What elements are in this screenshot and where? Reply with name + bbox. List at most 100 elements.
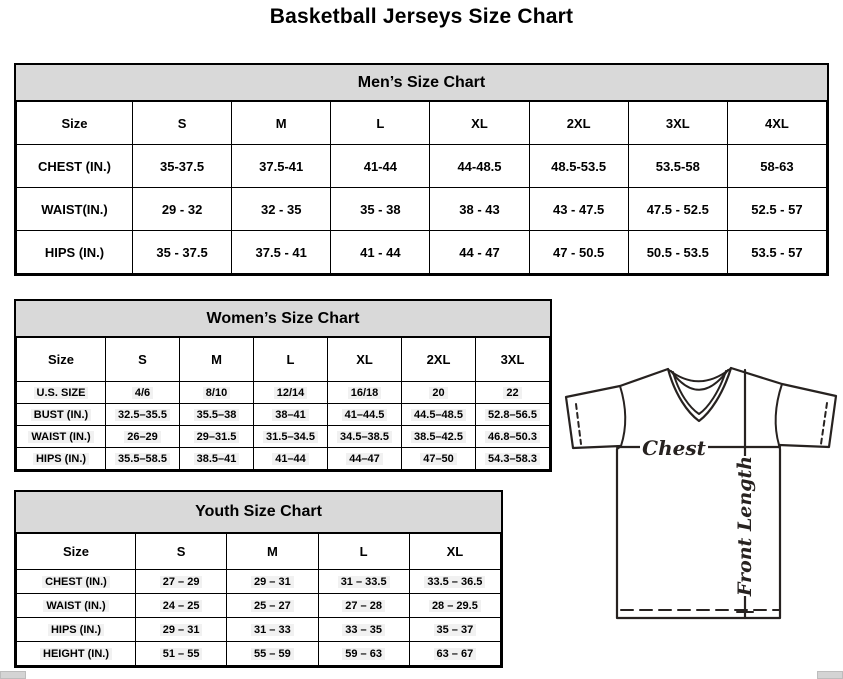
scrollbar-fragment-left[interactable] <box>0 671 26 679</box>
measurement-value-cell: 27 – 28 <box>317 593 410 618</box>
measurement-value-cell-text: 35.5–38 <box>193 408 240 421</box>
size-header-cell-text: 3XL <box>665 115 690 131</box>
measurement-value-cell: 53.5-58 <box>627 144 728 188</box>
measurement-value-cell: 47 - 50.5 <box>528 230 629 274</box>
measurement-value-cell-text: 29 - 32 <box>161 201 203 217</box>
measurement-value-cell-text: 35-37.5 <box>160 158 205 174</box>
measurement-value-cell: 50.5 - 53.5 <box>627 230 728 274</box>
measurement-row: HIPS (IN.) 35.5–58.5 38.5–41 41–44 44–47 47–5… <box>16 447 550 470</box>
measurement-value-cell: 29 – 31 <box>226 569 319 594</box>
jersey-left-seam <box>619 385 627 447</box>
measurement-label-cell: CHEST (IN.) <box>16 569 136 594</box>
measurement-value-cell: 44–47 <box>327 447 402 470</box>
size-header-cell-text: S <box>176 544 186 559</box>
size-header-cell-text: 4XL <box>765 115 789 131</box>
measurement-value-cell-text: 43 - 47.5 <box>552 201 605 217</box>
measurement-row: HEIGHT (IN.) 51 – 55 55 – 59 59 – 63 63 – 67 <box>16 641 502 666</box>
measurement-value-cell: 31 – 33.5 <box>317 569 410 594</box>
measurement-value-cell: 28 – 29.5 <box>408 593 502 618</box>
measurement-value-cell-text: 55 – 59 <box>251 647 294 660</box>
measurement-value-cell: 32.5–35.5 <box>105 403 180 426</box>
size-corner-header-cell-text: Size <box>47 352 74 367</box>
jersey-left-cuff-dash <box>575 403 582 445</box>
measurement-value-cell: 27 – 29 <box>134 569 228 594</box>
size-header-cell-text: M <box>266 544 278 559</box>
measurement-value-cell: 35.5–58.5 <box>105 447 180 470</box>
size-header-cell-text: 2XL <box>566 115 591 131</box>
size-header-cell-text: XL <box>471 115 488 131</box>
measurement-value-cell: 63 – 67 <box>408 641 502 666</box>
measurement-value-cell-text: 27 – 29 <box>159 575 203 588</box>
measurement-value-cell: 44.5–48.5 <box>401 403 476 426</box>
size-header-cell: S <box>131 101 233 145</box>
measurement-value-cell-text: 31 – 33.5 <box>337 575 390 588</box>
measurement-value-cell: 47–50 <box>401 447 476 470</box>
size-header-cell-text: L <box>359 544 368 559</box>
measurement-value-cell: 47.5 - 52.5 <box>627 187 728 231</box>
size-header-cell-text: M <box>211 352 222 367</box>
measurement-value-cell: 41-44 <box>330 144 431 188</box>
measurement-value-cell: 35.5–38 <box>179 403 254 426</box>
measurement-label-cell: HIPS (IN.) <box>16 617 136 642</box>
size-header-cell: S <box>134 533 228 570</box>
measurement-label-cell-text: U.S. SIZE <box>33 386 89 399</box>
youth-size-table: Size S M L XL CHEST (IN.) 27 – 29 29 – 31 31 – 3… <box>16 533 502 666</box>
measurement-value-cell-text: 29 – 31 <box>159 623 203 636</box>
size-header-row: Size S M L XL 2XL 3XL <box>16 337 550 382</box>
size-corner-header-cell-text: Size <box>61 115 88 131</box>
size-header-cell: M <box>231 101 332 145</box>
measurement-value-cell: 41 - 44 <box>330 230 431 274</box>
measurement-label-cell: HIPS (IN.) <box>16 230 133 274</box>
measurement-value-cell: 53.5 - 57 <box>726 230 828 274</box>
measurement-value-cell: 12/14 <box>253 381 328 404</box>
measurement-value-cell: 31.5–34.5 <box>253 425 328 448</box>
size-header-cell: M <box>179 337 254 382</box>
measurement-row: CHEST (IN.) 35-37.5 37.5-41 41-44 44-48.5 48.… <box>16 144 828 188</box>
measurement-value-cell-text: 29–31.5 <box>193 430 240 443</box>
size-header-cell: XL <box>408 533 502 570</box>
measurement-value-cell-text: 35 – 37 <box>433 623 477 636</box>
measurement-row: U.S. SIZE 4/6 8/10 12/14 16/18 20 22 <box>16 381 550 404</box>
jersey-measurement-diagram-icon: Chest Front Length <box>564 366 838 620</box>
measurement-value-cell-text: 48.5-53.5 <box>551 158 607 174</box>
measurement-value-cell-text: 33 – 35 <box>342 623 385 636</box>
size-header-cell: XL <box>327 337 402 382</box>
measurement-label-cell-text: HIPS (IN.) <box>32 452 90 465</box>
size-header-cell: XL <box>429 101 530 145</box>
measurement-value-cell-text: 38.5–42.5 <box>411 430 466 443</box>
measurement-label-cell: WAIST(IN.) <box>16 187 133 231</box>
measurement-value-cell-text: 16/18 <box>347 386 382 399</box>
measurement-value-cell-text: 38.5–41 <box>193 452 240 465</box>
measurement-value-cell: 29 - 32 <box>131 187 233 231</box>
measurement-value-cell-text: 35.5–58.5 <box>115 452 170 465</box>
measurement-value-cell-text: 58-63 <box>760 158 794 174</box>
size-corner-header-cell: Size <box>16 101 133 145</box>
measurement-value-cell: 35 - 38 <box>330 187 431 231</box>
measurement-label-cell: CHEST (IN.) <box>16 144 133 188</box>
measurement-label-cell-text: HIPS (IN.) <box>47 623 105 636</box>
scrollbar-fragment-right[interactable] <box>817 671 843 679</box>
measurement-value-cell-text: 46.8–50.3 <box>485 430 540 443</box>
size-header-cell: M <box>226 533 319 570</box>
size-corner-header-cell-text: Size <box>62 544 89 559</box>
measurement-value-cell-text: 35 - 37.5 <box>156 244 208 260</box>
youth-size-chart-title: Youth Size Chart <box>16 492 501 533</box>
measurement-value-cell-text: 35 - 38 <box>360 201 401 217</box>
measurement-value-cell: 59 – 63 <box>317 641 410 666</box>
measurement-value-cell-text: 53.5 - 57 <box>751 244 803 260</box>
front-length-label-backer <box>733 456 757 596</box>
measurement-value-cell-text: 4/6 <box>131 386 154 399</box>
measurement-value-cell-text: 38 - 43 <box>459 201 500 217</box>
measurement-label-cell: HEIGHT (IN.) <box>16 641 136 666</box>
measurement-value-cell: 46.8–50.3 <box>475 425 550 448</box>
measurement-label-cell-text: HIPS (IN.) <box>44 244 105 260</box>
measurement-label-cell: BUST (IN.) <box>16 403 106 426</box>
measurement-value-cell-text: 29 – 31 <box>251 575 294 588</box>
measurement-value-cell-text: 52.5 - 57 <box>751 201 803 217</box>
measurement-value-cell: 35 - 37.5 <box>131 230 233 274</box>
measurement-value-cell-text: 37.5 - 41 <box>255 244 307 260</box>
measurement-value-cell: 37.5 - 41 <box>231 230 332 274</box>
measurement-row: HIPS (IN.) 35 - 37.5 37.5 - 41 41 - 44 44 - … <box>16 230 828 274</box>
measurement-value-cell: 41–44 <box>253 447 328 470</box>
measurement-value-cell: 35-37.5 <box>131 144 233 188</box>
